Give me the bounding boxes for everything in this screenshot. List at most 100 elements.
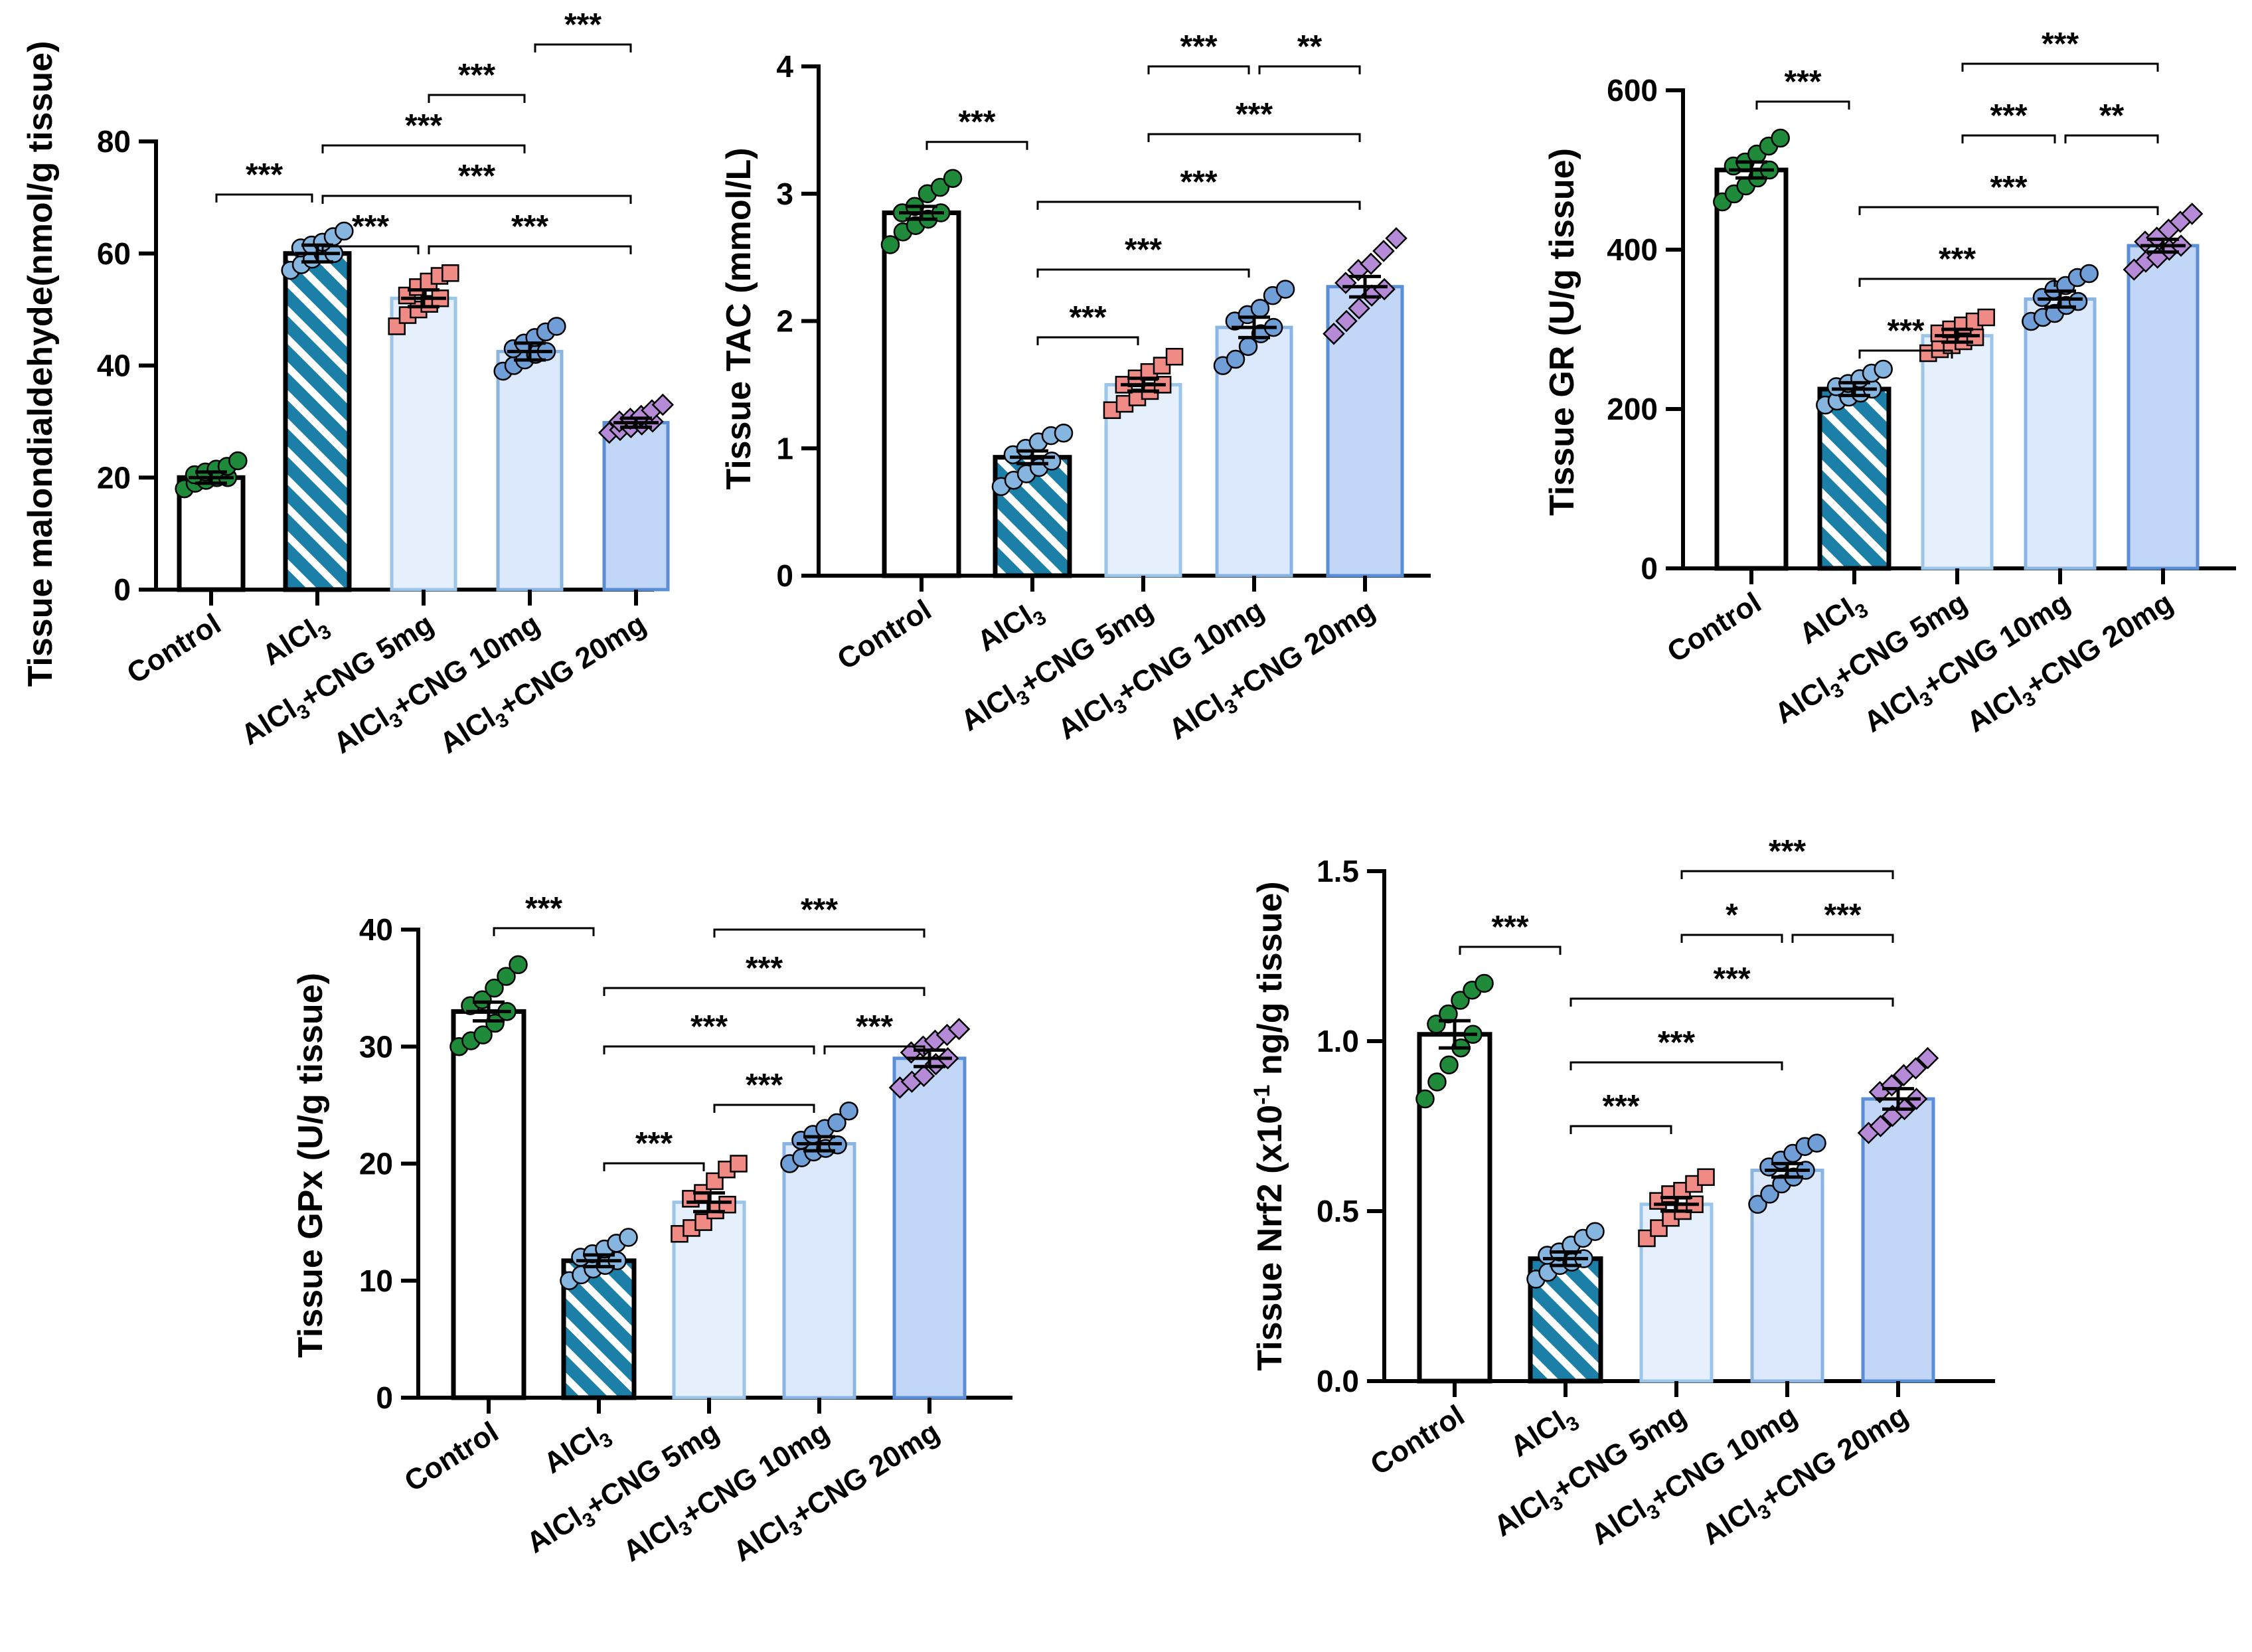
bar-1 — [451, 1009, 526, 1400]
significance-bracket — [2064, 134, 2159, 143]
significance-bracket — [925, 141, 1028, 150]
y-tick-label: 0.0 — [1317, 1364, 1359, 1398]
data-point — [1760, 1185, 1779, 1204]
y-tick-label: 0.5 — [1317, 1194, 1359, 1228]
data-point — [228, 451, 248, 471]
significance-label: *** — [458, 159, 495, 194]
chart-panel-3: 0 200 400 600 Tissue GR (U/g tissue) Control A… — [1543, 27, 2236, 739]
data-point — [943, 169, 963, 188]
y-tick-label: 0 — [776, 558, 793, 593]
significance-label: *** — [1990, 170, 2027, 205]
data-point — [839, 1101, 858, 1121]
significance-bracket — [1147, 65, 1250, 74]
significance-bracket — [823, 1045, 925, 1054]
data-point — [2180, 203, 2204, 225]
data-point — [651, 393, 675, 416]
bar-1 — [882, 210, 961, 578]
y-tick-label: 200 — [1607, 392, 1658, 426]
significance-label: * — [1726, 898, 1738, 933]
significance-label: *** — [405, 108, 442, 143]
bar-3 — [390, 296, 457, 592]
significance-label: *** — [1658, 1025, 1695, 1060]
bar-4 — [782, 1142, 856, 1400]
significance-label: *** — [564, 7, 602, 42]
x-category-label: Control — [1365, 1399, 1471, 1481]
chart-panel-1: 0 20 40 60 80 Tissue malondialdehyde(nmol/g t… — [21, 7, 675, 760]
significance-bracket — [1569, 1125, 1672, 1134]
significance-bracket — [1258, 65, 1361, 74]
significance-label: *** — [1491, 910, 1528, 945]
data-point — [1475, 973, 1494, 993]
data-point — [1348, 297, 1370, 320]
significance-label: *** — [246, 157, 283, 193]
significance-label: *** — [511, 209, 548, 244]
significance-bracket — [1036, 268, 1250, 278]
x-category-label: Control — [1662, 586, 1767, 669]
significance-bracket — [1858, 278, 2056, 287]
y-axis-title: Tissue GR (U/g tissue) — [1543, 148, 1581, 516]
x-category-label: AlCl3 — [538, 1416, 617, 1484]
data-point — [947, 1018, 971, 1040]
data-point — [1916, 1046, 1939, 1070]
data-point — [1042, 452, 1062, 471]
data-point — [827, 1113, 846, 1133]
significance-label: *** — [635, 1126, 673, 1161]
significance-label: *** — [1769, 834, 1806, 869]
data-point — [1439, 1055, 1459, 1075]
y-tick-label: 60 — [97, 236, 131, 271]
data-point — [1226, 349, 1246, 369]
y-tick-label: 400 — [1607, 232, 1658, 267]
data-point — [1748, 1195, 1767, 1214]
data-point — [1335, 309, 1358, 333]
significance-label: *** — [1887, 313, 1924, 349]
data-point — [485, 978, 504, 998]
bar-5 — [602, 421, 670, 592]
significance-bracket — [321, 195, 632, 204]
significance-bracket — [603, 1045, 815, 1054]
bar-1 — [1714, 167, 1789, 571]
significance-bracket — [321, 144, 526, 153]
data-point — [509, 955, 528, 975]
y-axis-title: Tissue Nrf2 (x10-1 ng/g tissue) — [1249, 881, 1289, 1370]
significance-label: *** — [958, 105, 995, 140]
y-tick-label: 1.0 — [1317, 1024, 1359, 1058]
significance-label: *** — [352, 209, 389, 244]
significance-label: *** — [1069, 300, 1106, 335]
x-category-label: AlCl3 — [972, 594, 1050, 662]
y-tick-label: 2 — [776, 304, 793, 339]
significance-label: *** — [746, 951, 783, 986]
x-category-label: AlCl3+CNG 20mg — [1696, 1399, 1916, 1556]
y-axis-title: Tissue TAC (mmol/L) — [720, 147, 758, 489]
significance-bracket — [321, 245, 420, 254]
significance-label: *** — [856, 1009, 893, 1044]
bar-5 — [2127, 244, 2200, 570]
significance-bracket — [1147, 133, 1361, 142]
significance-bracket — [1680, 934, 1783, 943]
y-tick-label: 30 — [359, 1029, 393, 1064]
bar-3 — [1921, 334, 1994, 570]
significance-bracket — [534, 43, 632, 52]
significance-bracket — [1858, 206, 2159, 215]
y-tick-label: 80 — [97, 124, 131, 159]
significance-label: *** — [1939, 242, 1976, 277]
data-point — [1385, 227, 1408, 250]
x-category-label: Control — [832, 594, 937, 676]
data-point — [1372, 240, 1395, 262]
significance-bracket — [215, 193, 313, 203]
y-tick-label: 10 — [359, 1264, 393, 1298]
significance-label: *** — [1990, 98, 2027, 133]
y-tick-label: 40 — [359, 912, 393, 947]
significance-bracket — [1858, 349, 1953, 359]
significance-bracket — [1961, 134, 2056, 143]
data-point — [930, 177, 950, 197]
data-point — [1771, 128, 1790, 148]
bar-5 — [1861, 1097, 1935, 1383]
y-axis-title: Tissue GPx (U/g tissue) — [291, 973, 330, 1358]
data-point — [485, 1013, 505, 1033]
significance-label: *** — [690, 1009, 728, 1044]
significance-label: *** — [1824, 898, 1861, 933]
significance-label: ** — [2099, 98, 2125, 133]
bar-5 — [892, 1056, 967, 1400]
data-point — [1904, 1057, 1927, 1080]
